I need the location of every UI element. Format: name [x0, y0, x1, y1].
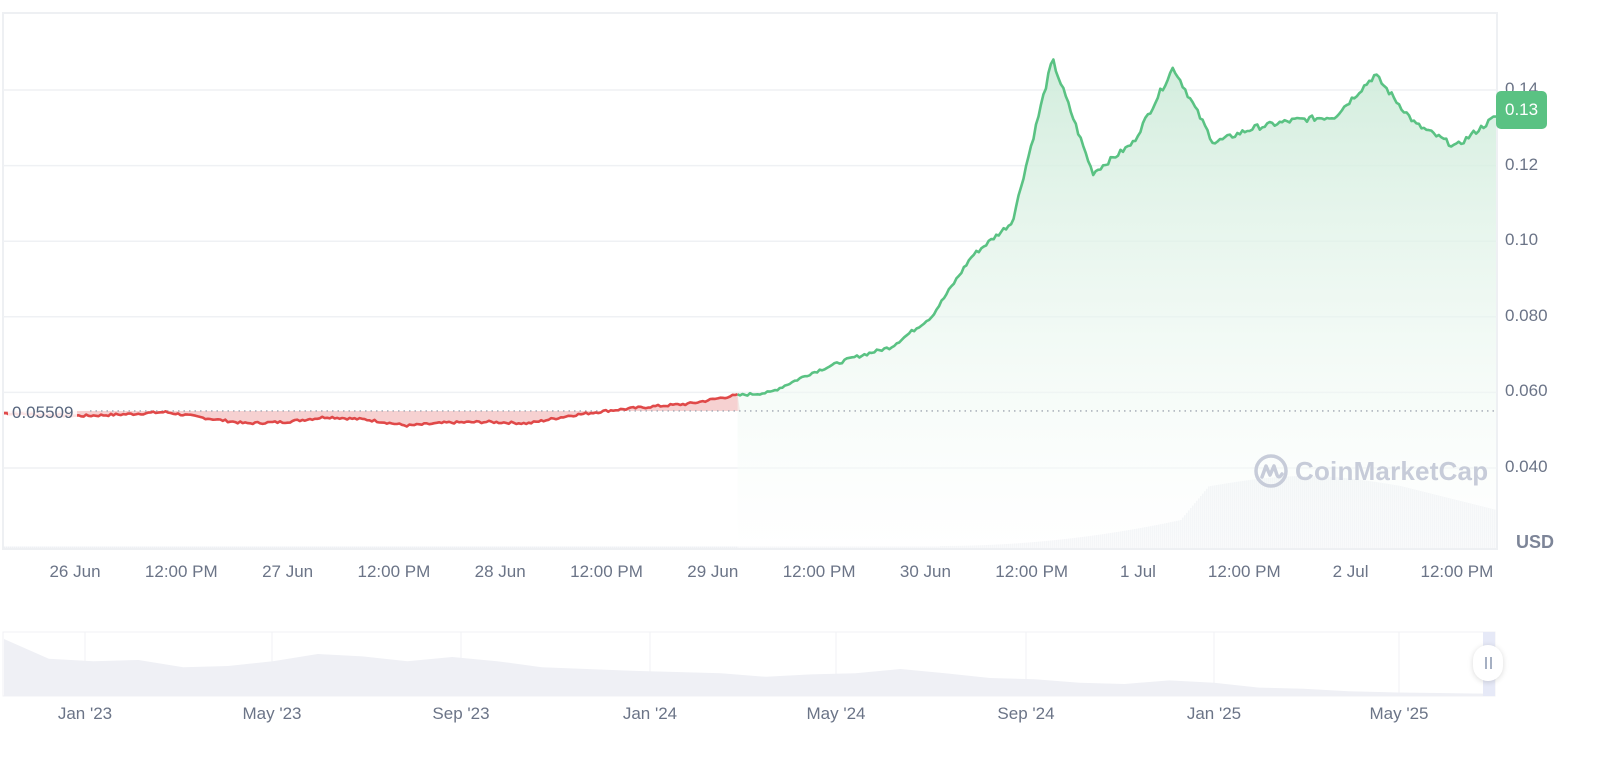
price-line	[4, 58, 1497, 428]
y-tick-label: 0.10	[1505, 230, 1539, 250]
navigator-tick-label: Jan '24	[622, 704, 678, 723]
grip-line-icon	[1489, 657, 1492, 669]
x-tick-label: 12:00 PM	[144, 562, 218, 581]
x-tick-label: 12:00 PM	[570, 562, 643, 581]
plot-frame	[2, 12, 1498, 550]
navigator-tick-label: Sep '23	[432, 704, 490, 723]
x-tick-label: 29 Jun	[687, 562, 739, 581]
x-tick-label: 12:00 PM	[782, 562, 856, 581]
x-tick-label: 26 Jun	[49, 562, 101, 581]
navigator-tick-label: Jan '23	[57, 704, 113, 723]
y-tick-label: 0.060	[1505, 381, 1548, 401]
y-tick-label: 0.040	[1505, 457, 1548, 476]
x-tick-label: 2 Jul	[1332, 562, 1369, 581]
x-tick-label: 28 Jun	[474, 562, 526, 581]
x-tick-label: 12:00 PM	[995, 562, 1069, 581]
coinmarketcap-logo-icon	[1254, 454, 1288, 488]
coinmarketcap-watermark: CoinMarketCap	[1253, 453, 1488, 489]
navigator-tick-label: Sep '24	[997, 704, 1055, 723]
watermark-text: CoinMarketCap	[1295, 455, 1489, 486]
x-tick-label: 27 Jun	[262, 562, 314, 581]
x-tick-label: 1 Jul	[1120, 562, 1156, 581]
baseline-price-label: 0.05509	[8, 403, 78, 423]
navigator-tick-label: May '24	[806, 704, 866, 723]
x-tick-label: 12:00 PM	[357, 562, 431, 581]
x-tick-label: 12:00 PM	[1420, 562, 1494, 581]
x-tick-label: 30 Jun	[899, 562, 951, 581]
y-tick-label: 0.12	[1505, 154, 1539, 174]
navigator-area	[4, 639, 1483, 696]
current-price-badge: 0.13	[1496, 91, 1548, 129]
navigator-tick-label: May '25	[1369, 704, 1429, 723]
navigator-handle[interactable]	[1473, 645, 1503, 681]
navigator-tick-label: Jan '25	[1186, 704, 1242, 723]
grip-line-icon	[1484, 657, 1487, 669]
y-tick-label: 0.080	[1505, 305, 1548, 325]
navigator-tick-label: May '23	[242, 704, 302, 723]
x-tick-label: 12:00 PM	[1207, 562, 1281, 581]
currency-label: USD	[1516, 532, 1555, 552]
